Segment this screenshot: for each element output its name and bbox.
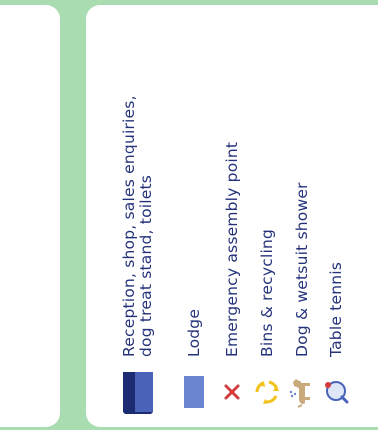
legend-item-dog-shower: Dog & wetsuit shower (284, 182, 320, 427)
legend-label-reception: Reception, shop, sales enquiries, dog tr… (120, 95, 155, 357)
recycling-icon (254, 357, 280, 427)
legend-list: Reception, shop, sales enquiries, dog tr… (86, 5, 378, 427)
cross-icon (223, 357, 241, 427)
legend-label-recycling: Bins & recycling (257, 228, 276, 357)
legend-item-recycling: Bins & recycling (249, 229, 285, 427)
legend-item-lodge: Lodge (176, 309, 212, 427)
legend-item-assembly: Emergency assembly point (214, 142, 250, 427)
legend-label-lodge: Lodge (184, 308, 203, 357)
legend-label-table-tennis: Table tennis (326, 261, 345, 357)
legend-label-assembly: Emergency assembly point (222, 141, 241, 357)
legend-label-dog-shower: Dog & wetsuit shower (292, 182, 311, 357)
map-legend-panel: Reception, shop, sales enquiries, dog tr… (86, 5, 378, 427)
table-tennis-icon (323, 357, 349, 427)
building-icon (121, 357, 155, 427)
side-panel (0, 5, 60, 427)
legend-item-table-tennis: Table tennis (318, 262, 354, 427)
lodge-icon (183, 357, 205, 427)
dog-shower-icon (288, 357, 316, 427)
legend-item-reception: Reception, shop, sales enquiries, dog tr… (110, 95, 166, 427)
